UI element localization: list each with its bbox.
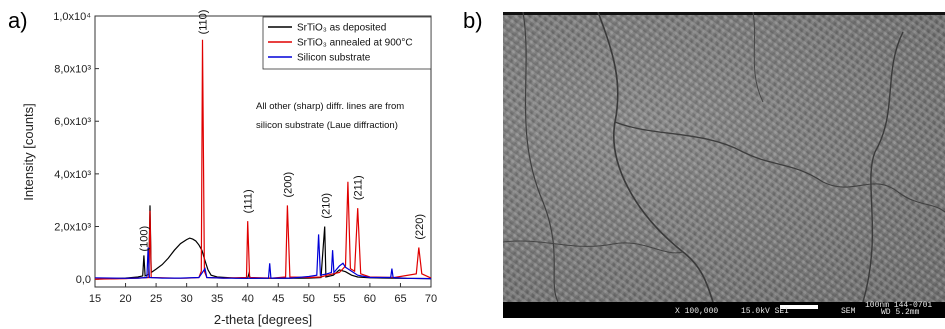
panel-b-label: b) [463, 8, 483, 33]
x-tick-label: 40 [242, 293, 254, 305]
plot-frame [94, 15, 432, 288]
x-tick-label: 45 [272, 293, 284, 305]
sem-grain-boundaries [503, 12, 945, 302]
y-tick-label: 1,0x10⁴ [53, 11, 91, 23]
x-tick-label: 50 [303, 293, 315, 305]
xrd-chart: 15 20 25 30 35 40 45 50 55 60 65 70 0,0 2,0x10³ 4,0x1… [21, 10, 437, 327]
panel-a-label: a) [8, 8, 28, 33]
y-axis-title: Intensity [counts] [21, 103, 36, 201]
sem-magnification: X 100,000 [675, 307, 719, 316]
peak-label: (220) [414, 214, 426, 240]
x-tick-label: 20 [119, 293, 131, 305]
x-tick-label: 15 [89, 293, 101, 305]
annotation-line-2: silicon substrate (Laue diffraction) [256, 120, 398, 131]
x-axis-title: 2-theta [degrees] [214, 312, 312, 327]
y-tick-label: 4,0x10³ [54, 169, 91, 181]
sem-detector: SEM [841, 307, 856, 316]
legend-entry: SrTiO₃ annealed at 900°C [297, 38, 413, 49]
annotation-line-1: All other (sharp) diffr. lines are from [256, 101, 404, 112]
sem-scale-bar [780, 305, 818, 309]
legend-entry: Silicon substrate [297, 53, 371, 64]
sem-voltage: 15.0kV SEI [741, 307, 790, 316]
peak-label: (111) [243, 189, 255, 213]
peak-label: (200) [282, 172, 294, 198]
x-tick-label: 60 [364, 293, 376, 305]
legend-entry: SrTiO₃ as deposited [297, 23, 386, 34]
y-tick-label: 0,0 [76, 274, 91, 286]
sem-info-bar: X 100,000 15.0kV SEI SEM 100nm 144-0701 … [503, 301, 945, 318]
y-tick-label: 8,0x10³ [54, 64, 91, 76]
peak-label: (211) [353, 175, 365, 200]
y-tick-label: 6,0x10³ [54, 116, 91, 128]
peak-label: (110) [198, 10, 210, 35]
peak-label: (210) [320, 193, 332, 219]
peak-label: (100) [138, 226, 150, 252]
x-tick-label: 30 [181, 293, 193, 305]
series-line-2 [94, 234, 432, 280]
x-tick-label: 65 [394, 293, 406, 305]
sem-scale-label: 100nm 144-0701 [865, 301, 933, 310]
legend-box [262, 16, 432, 70]
x-tick-label: 70 [425, 293, 437, 305]
x-tick-label: 55 [333, 293, 345, 305]
x-tick-label: 35 [211, 293, 223, 305]
y-tick-label: 2,0x10³ [54, 221, 91, 233]
sem-working-distance: WD 5.2mm [881, 308, 920, 317]
x-tick-label: 25 [150, 293, 162, 305]
sem-image: X 100,000 15.0kV SEI SEM 100nm 144-0701 … [503, 12, 945, 318]
